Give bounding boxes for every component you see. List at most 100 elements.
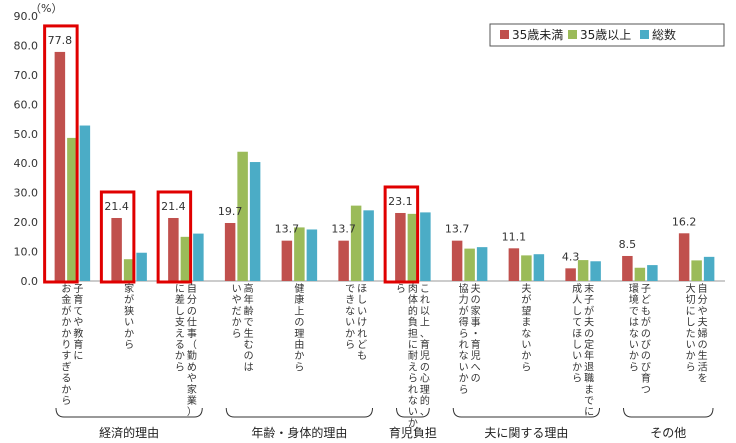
legend-swatch — [500, 30, 509, 39]
category-label-line: 子どもがのびのび育つ — [641, 283, 651, 396]
data-label: 13.7 — [445, 223, 470, 236]
data-labels: 77.8 21.4 21.4 19.7 13.7 13.7 23.1 13.7 11.1 4.3 8… — [48, 34, 697, 263]
bar — [395, 212, 406, 281]
group-bracket — [452, 407, 600, 418]
y-tick-label: 50.0 — [14, 128, 39, 141]
bar — [691, 260, 702, 281]
category-label-line: 環境ではないから — [629, 283, 639, 373]
group-bracket — [225, 407, 373, 418]
category-label-line: 成人してほしいから — [572, 283, 582, 385]
legend: 35歳未満 35歳以上 総数 — [489, 23, 725, 47]
bar — [565, 268, 576, 281]
bar — [703, 256, 715, 281]
group-label: 年齢・身体的理由 — [251, 425, 347, 440]
data-label: 16.2 — [672, 215, 697, 228]
y-tick-label: 30.0 — [14, 187, 39, 200]
data-label: 13.7 — [275, 223, 300, 236]
bar — [350, 205, 362, 281]
category-label-line: 自分や夫婦の生活を — [698, 282, 708, 385]
legend-swatch — [640, 30, 649, 39]
bar — [407, 213, 419, 281]
group-label: 夫に関する理由 — [484, 426, 568, 440]
y-tick-label: 60.0 — [14, 98, 39, 111]
group-bracket — [55, 407, 203, 418]
category-label-line: 夫が望まないから — [521, 283, 531, 373]
bar — [306, 229, 318, 281]
category-label-line: 夫の家事・育児への — [471, 283, 481, 385]
data-label: 4.3 — [562, 250, 580, 263]
category-label-line: ほしいけれども — [357, 283, 367, 362]
category-label-line: 協力が得られないから — [459, 282, 469, 396]
y-tick-label: 10.0 — [14, 246, 39, 259]
bar — [237, 151, 248, 281]
data-label: 13.7 — [331, 223, 356, 236]
category-label-line: 子育てや教育に — [73, 283, 83, 362]
bar — [338, 240, 349, 281]
bar — [54, 51, 66, 281]
highlight-box — [99, 190, 136, 284]
highlight-box — [156, 190, 193, 284]
y-tick-label: 90.0 — [14, 10, 39, 23]
category-label-line: に差し支えるから — [175, 283, 185, 373]
bar — [123, 259, 135, 281]
y-tick-label: 40.0 — [14, 157, 39, 170]
bar — [464, 248, 475, 281]
bar — [521, 255, 532, 281]
unit-label: （%） — [30, 2, 62, 15]
category-label-line: 大切にしたいから — [686, 282, 696, 373]
bar — [193, 233, 204, 281]
bar — [136, 252, 147, 281]
category-label: 夫が望まないから — [521, 283, 531, 373]
category-label-line: 高年齢で生むのは — [244, 282, 254, 373]
data-label: 77.8 — [48, 34, 73, 47]
category-label: 自分の仕事（勤めや家業）に差し支えるから — [175, 282, 197, 418]
bar — [451, 240, 463, 281]
bar — [678, 233, 690, 281]
group-bracket — [623, 407, 714, 418]
bar — [180, 236, 192, 281]
y-tick-label: 80.0 — [14, 39, 39, 52]
bar — [634, 267, 646, 281]
group-label: その他 — [650, 426, 686, 440]
y-tick-label: 70.0 — [14, 69, 39, 82]
bar — [533, 254, 545, 281]
bar — [622, 255, 633, 281]
category-label-line: お金がかかりすぎるから — [61, 283, 71, 407]
y-tick-label: 0.0 — [21, 275, 39, 288]
data-label: 21.4 — [161, 200, 186, 213]
y-tick-label: 20.0 — [14, 216, 39, 229]
bar — [420, 212, 431, 281]
category-label-line: 肉体的負担に耐えられないか — [408, 282, 418, 429]
bar — [590, 261, 601, 281]
legend-label: 35歳未満 — [512, 28, 563, 42]
category-groups: 経済的理由 年齢・身体的理由 育児負担 夫に関する理由 その他 — [55, 407, 714, 440]
bar — [647, 265, 658, 281]
data-label: 11.1 — [502, 230, 527, 243]
bar — [224, 222, 236, 281]
group-bracket — [396, 407, 430, 418]
category-label-line: 健康上の理由から — [294, 283, 304, 373]
bar — [577, 260, 589, 281]
bar — [294, 227, 305, 281]
highlight-boxes — [43, 24, 420, 284]
category-label: 健康上の理由から — [294, 283, 304, 373]
bar — [363, 210, 374, 281]
data-label: 21.4 — [104, 200, 129, 213]
bar — [79, 125, 91, 282]
category-label: 家が狭いから — [124, 282, 134, 351]
legend-label: 35歳以上 — [580, 28, 631, 42]
bars — [54, 51, 715, 282]
legend-swatch — [568, 30, 577, 39]
category-label-line: できないから — [345, 284, 355, 351]
legend-label: 総数 — [652, 27, 676, 42]
